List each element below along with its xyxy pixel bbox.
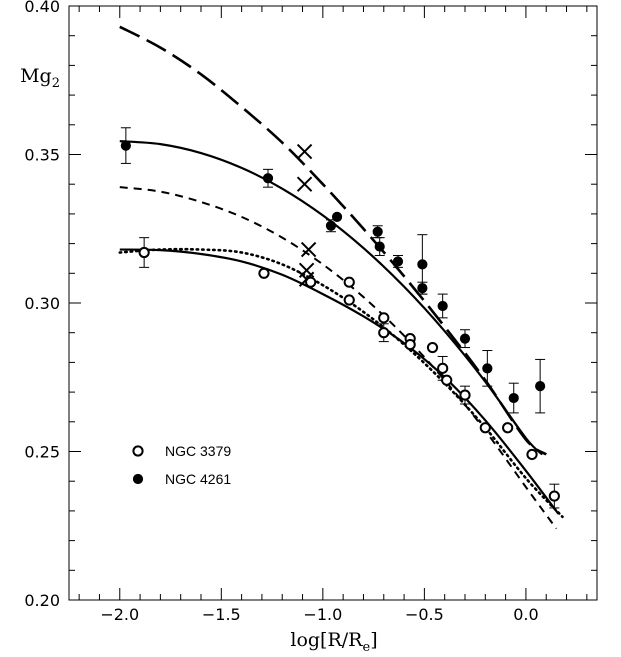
ngc3379-point bbox=[437, 362, 449, 374]
cross-marker bbox=[296, 176, 313, 192]
ngc4261-point bbox=[417, 283, 428, 294]
ngc3379-point bbox=[378, 327, 390, 339]
cross-marker bbox=[300, 241, 317, 258]
ngc3379-point bbox=[343, 276, 355, 288]
y-tick-label: 0.25 bbox=[24, 443, 60, 462]
ngc3379-point bbox=[479, 422, 491, 434]
plot-frame bbox=[68, 5, 598, 601]
ngc4261-point bbox=[437, 300, 448, 312]
model-curve-solid-4 bbox=[119, 248, 560, 515]
ngc4261-point bbox=[120, 140, 131, 151]
ngc3379-point bbox=[441, 374, 453, 386]
ngc3379-point bbox=[404, 338, 416, 351]
ngc4261-point bbox=[262, 173, 274, 184]
ngc4261-point bbox=[535, 381, 546, 392]
x-axis-label: log[R/Re] bbox=[290, 629, 377, 655]
data-points bbox=[120, 127, 560, 509]
ngc4261-point bbox=[508, 392, 519, 404]
cross-marker bbox=[296, 143, 313, 160]
y-tick-label: 0.30 bbox=[24, 294, 60, 313]
legend-label-ngc4261: NGC 4261 bbox=[165, 471, 231, 487]
ngc3379-point bbox=[526, 448, 538, 461]
ngc4261-point bbox=[417, 259, 428, 270]
ngc3379-point bbox=[378, 312, 390, 324]
ngc4261-point bbox=[331, 211, 343, 222]
y-tick-label: 0.20 bbox=[24, 591, 60, 610]
legend-label-ngc3379: NGC 3379 bbox=[165, 443, 231, 459]
ngc4261-point bbox=[392, 256, 404, 267]
ngc4261-point bbox=[325, 220, 337, 231]
ngc4261-point bbox=[374, 241, 385, 252]
cross-stroke bbox=[296, 176, 313, 192]
ngc3379-point bbox=[459, 389, 471, 401]
cross-markers bbox=[296, 143, 317, 287]
legend-marker-ngc3379 bbox=[132, 445, 144, 457]
legend: NGC 3379 NGC 4261 bbox=[132, 443, 231, 487]
ngc3379-point bbox=[305, 276, 317, 288]
ngc4261-point bbox=[459, 333, 471, 344]
ngc3379-point bbox=[258, 267, 270, 279]
model-curve-long-dash-1 bbox=[119, 25, 547, 456]
ngc3379-point bbox=[426, 341, 439, 354]
ngc4261-point bbox=[372, 226, 383, 237]
cross-stroke bbox=[300, 241, 317, 258]
cross-stroke bbox=[296, 143, 313, 160]
ngc4261-point bbox=[482, 363, 493, 374]
y-tick-label: 0.35 bbox=[24, 146, 60, 165]
x-tick-label: −2.0 bbox=[100, 605, 139, 624]
x-tick-label: 0.0 bbox=[513, 605, 538, 624]
x-tick-label: −0.5 bbox=[405, 605, 444, 624]
y-tick-label: 0.40 bbox=[24, 0, 60, 16]
x-tick-label: −1.0 bbox=[303, 605, 342, 624]
ngc3379-point bbox=[548, 490, 560, 502]
ngc3379-point bbox=[502, 422, 514, 434]
ngc3379-point bbox=[343, 294, 355, 306]
x-tick-label: −1.5 bbox=[202, 605, 241, 624]
legend-marker-ngc4261 bbox=[132, 473, 144, 485]
y-axis-label: Mg2 bbox=[20, 65, 60, 91]
ngc3379-point bbox=[138, 246, 150, 259]
axis-ticks: −2.0 −1.5 −1.0 −0.5 0.0 0.20 0.25 0.30 0.35 0.40 bbox=[24, 0, 597, 624]
